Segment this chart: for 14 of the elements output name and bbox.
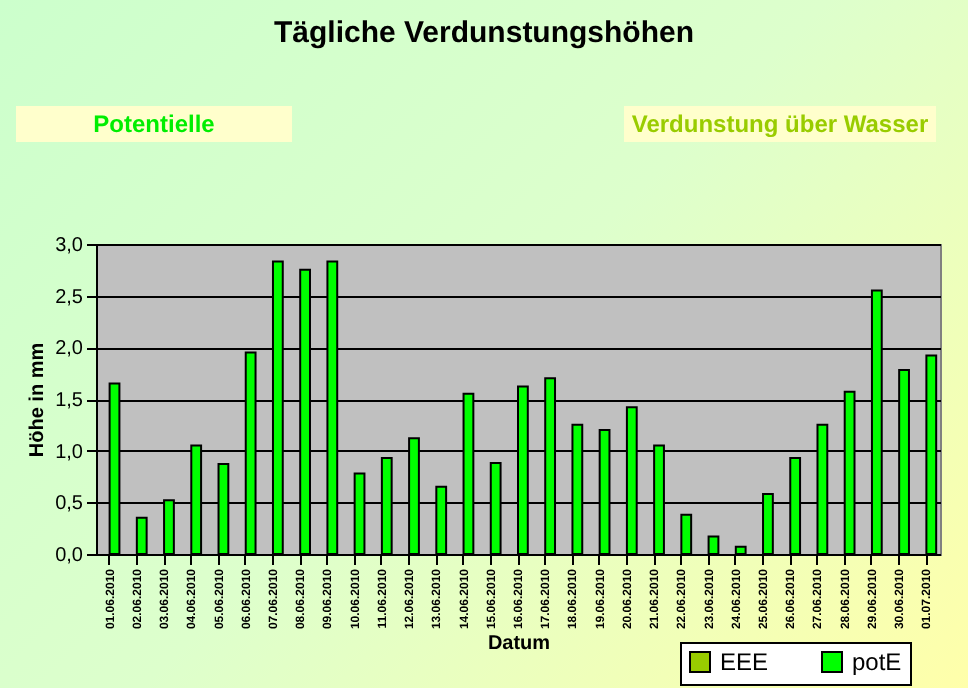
- y-tick-label: 2,5: [55, 286, 84, 309]
- y-tick-label: 2,0: [55, 338, 84, 361]
- y-tick-label: 1,5: [55, 390, 84, 412]
- y-tick-label: 3,0: [55, 235, 84, 257]
- x-axis-title: Datum: [487, 633, 551, 656]
- y-tick-label: 0,5: [55, 493, 84, 516]
- text: Potentielle: [16, 106, 292, 142]
- y-tick-label: 0,0: [55, 545, 84, 567]
- chart-title: Tägliche Verdunstungshöhen: [271, 16, 697, 50]
- legend-label: potE: [852, 648, 902, 676]
- legend-label: EEE: [720, 648, 769, 676]
- text: Verdunstung über Wasser: [624, 106, 936, 142]
- y-tick-label: 1,0: [55, 441, 84, 464]
- y-axis-title: Höhe in mm: [27, 342, 50, 458]
